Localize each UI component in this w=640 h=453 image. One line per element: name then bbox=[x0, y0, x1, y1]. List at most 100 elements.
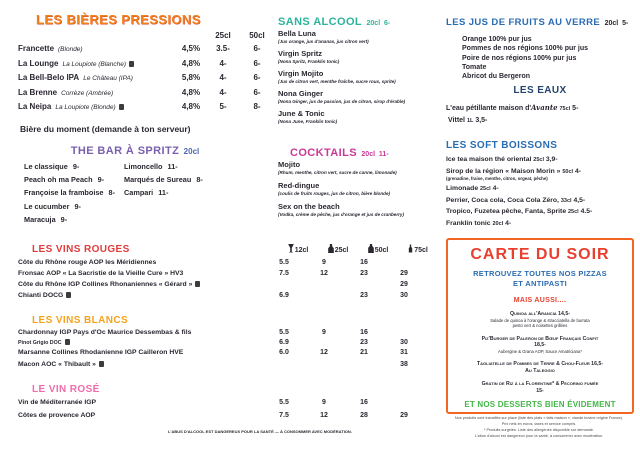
fine-print-line: Nos produits sont travaillés sur place (… bbox=[454, 416, 624, 420]
table-row: Chianti DOCG 6.9 23 30 bbox=[18, 292, 454, 303]
item-price: 9- bbox=[97, 175, 105, 185]
beer-style: Corrèze (Ambrée) bbox=[61, 89, 114, 97]
price-25cl: 12 bbox=[320, 412, 328, 419]
col-label: 75cl bbox=[414, 247, 428, 254]
price-25cl: 12 bbox=[320, 349, 328, 356]
table-row: Côte du Rhône rouge AOP les Méridiennes … bbox=[18, 259, 454, 270]
section-title-softs: LES SOFT BOISSONS bbox=[446, 140, 558, 151]
dish-name: Tagliatelle de Pommes de Terre & Chou-Fl… bbox=[476, 361, 604, 367]
sans-alcool-list: Bella Luna (Jus orange, jus d'ananas, ju… bbox=[278, 29, 405, 129]
beer-name: La Neipa bbox=[18, 102, 52, 111]
list-item: Nona Ginger (Nona Ginger, jus de passion… bbox=[278, 89, 405, 105]
price-75cl: 31 bbox=[400, 349, 408, 356]
price-12cl: 5.5 bbox=[279, 259, 289, 266]
price: 3,5- bbox=[475, 117, 488, 124]
beer-price-25: 3.5- bbox=[216, 44, 230, 53]
wine-name: Côte du Rhône rouge AOP les Méridiennes bbox=[18, 259, 157, 266]
size: 33cl bbox=[560, 197, 572, 204]
carte-more: MAIS AUSSI.... bbox=[513, 297, 567, 304]
list-item: Pommes de nos régions 100% pur jus bbox=[462, 45, 589, 53]
list-item: Abricot du Bergeron bbox=[462, 73, 531, 81]
dish-desc: Aubergine & Grana AOP, Sauce Amatriciana… bbox=[498, 348, 582, 354]
section-title-spritz: THE BAR À SPRITZ 20cl bbox=[20, 141, 250, 159]
item-desc: (Vodka, crème de pêche, jus d'orange et … bbox=[278, 212, 405, 217]
list-item: June & Tonic (Nona June, Franklin tonic) bbox=[278, 109, 405, 125]
item-name: Red-dingue bbox=[278, 181, 320, 190]
item-price: 9- bbox=[72, 162, 80, 171]
price-75cl: 29 bbox=[400, 412, 408, 419]
vins-blancs-rows: Chardonnay IGP Pays d'Oc Maurice Dessemb… bbox=[18, 329, 454, 373]
list-item: Limoncello 11- bbox=[124, 162, 203, 175]
item-name: June & Tonic bbox=[278, 109, 325, 118]
size: 20cl bbox=[604, 20, 619, 27]
size: 20cl bbox=[492, 220, 504, 227]
item-name: Limonade bbox=[446, 185, 479, 192]
price-75cl: 30 bbox=[400, 339, 408, 346]
carte-item: Quinoa all'Arancia 14,5- Salade de quino… bbox=[448, 311, 632, 329]
price: 5- bbox=[622, 20, 629, 27]
beer-price-25: 4- bbox=[219, 58, 227, 68]
size: 25cl bbox=[533, 157, 544, 163]
beer-price-50: 6- bbox=[253, 58, 261, 68]
price-50cl: 16 bbox=[360, 399, 368, 406]
item-price: 8- bbox=[196, 175, 203, 185]
item-name: Vittel bbox=[448, 117, 465, 124]
spritz-size: 20cl bbox=[183, 147, 200, 156]
fine-print: Nos produits sont travaillés sur place (… bbox=[446, 416, 632, 440]
table-row: Fronsac AOP « La Sacristie de la Vieille… bbox=[18, 270, 454, 281]
beer-name: La Bell-Belo IPA bbox=[18, 73, 80, 82]
cocktails-list: Mojito (Rhum, menthe, citron vert, sucre… bbox=[278, 160, 404, 222]
table-row: Pinot Grigio DOC 6.9 23 30 bbox=[18, 339, 454, 349]
item-name: Tropico, Fuzetea pêche, Fanta, Sprite bbox=[446, 208, 567, 215]
spritz-col2: Limoncello 11- Marqués de Sureau 8- Camp… bbox=[124, 162, 203, 202]
wine-name: Chianti DOCG bbox=[18, 292, 64, 299]
wine-name: Côte du Rhône IGP Collines Rhonaniennes … bbox=[18, 281, 193, 288]
price-25cl: 9 bbox=[322, 259, 326, 266]
price-12cl: 5.5 bbox=[279, 399, 289, 406]
alcohol-warning-footer: L'ABUS D'ALCOOL EST DANGEREUX POUR LA SA… bbox=[168, 429, 352, 434]
item-name: Campari bbox=[124, 188, 154, 198]
price-50cl: 21 bbox=[360, 349, 368, 356]
bio-label-icon bbox=[118, 104, 124, 110]
list-item: Peach oh ma Peach 9- bbox=[24, 175, 115, 188]
fine-print-line: L'abus d'alcool est dangereux pour la sa… bbox=[474, 433, 604, 438]
col-header-25cl: 25cl bbox=[215, 31, 231, 40]
carte-title: CARTE DU SOIR bbox=[470, 246, 610, 263]
col-header-12cl: 12cl bbox=[278, 244, 318, 254]
table-row: La Lounge La Loupiote (Blanche) 4,8% 4- 6… bbox=[18, 59, 274, 74]
spritz-title: THE BAR À SPRITZ bbox=[70, 145, 180, 157]
price-75cl: 29 bbox=[400, 281, 408, 288]
col-label: 25cl bbox=[334, 247, 349, 254]
item-name: Limoncello bbox=[124, 162, 163, 171]
dish-price: 18,5- bbox=[534, 342, 546, 348]
item-name: L'eau pétillante maison d' bbox=[446, 105, 532, 112]
section-title-cocktails: COCKTAILS 20cl 11- bbox=[290, 143, 389, 161]
item-desc: (Jus orange, jus d'ananas, jus citron ve… bbox=[278, 39, 369, 44]
beer-of-the-moment-note: Bière du moment (demande à ton serveur) bbox=[20, 124, 191, 134]
beer-price-25: 4- bbox=[219, 73, 227, 82]
table-row: Macon AOC « Thibault » 38 bbox=[18, 361, 454, 373]
jus-list: Orange 100% pur jus Pommes de nos région… bbox=[462, 36, 588, 82]
beer-abv: 4,8% bbox=[181, 58, 201, 68]
beer-abv: 4,8% bbox=[181, 102, 201, 111]
brand-name: Avante bbox=[531, 103, 558, 112]
item-name: Marqués de Sureau bbox=[124, 175, 192, 185]
price-25cl: 9 bbox=[322, 399, 326, 406]
list-item: Campari 11- bbox=[124, 188, 203, 201]
wine-name: Fronsac AOP « La Sacristie de la Vieille… bbox=[18, 270, 184, 277]
sans-alcool-size: 20cl 6- bbox=[367, 20, 391, 27]
price-50cl: 16 bbox=[360, 259, 368, 266]
fine-print-line: Prix nets en euros, taxes et service com… bbox=[501, 421, 577, 426]
size: 1L bbox=[466, 118, 474, 124]
size: 25cl bbox=[568, 209, 579, 215]
carte-item: Tagliatelle de Pommes de Terre & Chou-Fl… bbox=[448, 361, 632, 374]
bio-label-icon bbox=[66, 292, 72, 298]
wine-glass-icon bbox=[287, 244, 294, 253]
beer-abv: 4,5% bbox=[181, 44, 201, 53]
price: 11- bbox=[378, 151, 389, 158]
table-row: Vin de Méditerranée IGP 5.5 9 16 bbox=[18, 399, 454, 412]
col-header-25cl: 25cl bbox=[318, 244, 358, 254]
beer-abv: 5,8% bbox=[181, 73, 201, 82]
bottle-icon bbox=[408, 244, 413, 253]
